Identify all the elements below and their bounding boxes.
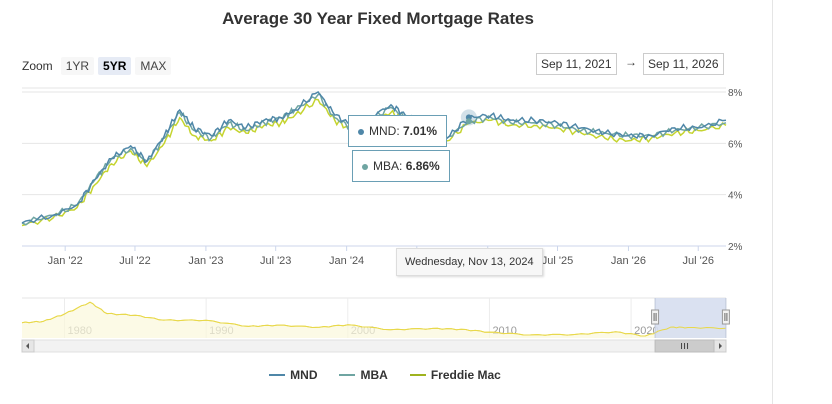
x-axis: Jan '22 Jul '22 Jan '23 Jul '23 Jan '24 Jul '… (48, 246, 714, 267)
navigator-handle-left[interactable] (651, 309, 660, 325)
range-arrow: → (625, 55, 637, 69)
legend-label: Freddie Mac (430, 368, 501, 382)
y-tick-label: 2% (728, 242, 743, 253)
legend-label: MBA (360, 368, 388, 382)
mnd-dot-icon (358, 128, 364, 135)
navigator[interactable]: 19801990200020102020 (21, 297, 730, 353)
y-tick-label: 4% (728, 191, 743, 202)
x-tick-label: Jan '23 (188, 255, 223, 267)
legend-label: MND (290, 368, 318, 382)
range-to-input[interactable]: Sep 11, 2026 (643, 53, 724, 75)
tooltip-mba-name: MBA (373, 159, 400, 173)
x-tick-label: Jul '23 (260, 255, 291, 267)
zoom-5yr-button[interactable]: 5YR (98, 57, 132, 75)
tooltip-mnd-value: 7.01% (403, 124, 438, 138)
legend: MND MBA Freddie Mac (0, 368, 770, 382)
x-tick-label: Jul '25 (542, 255, 573, 267)
zoom-max-button[interactable]: MAX (135, 57, 172, 75)
legend-item-mba[interactable]: MBA (339, 368, 388, 382)
chart-canvas[interactable]: 2%4%6%8% Jan '22 Jul '22 Jan '23 Jul '23 Jan… (0, 0, 770, 360)
scroll-right-icon (719, 343, 722, 349)
tooltip-mba: MBA: 6.86% (352, 150, 450, 182)
series-layer (21, 91, 727, 227)
legend-swatch (269, 374, 286, 376)
x-tick-label: Jan '24 (329, 255, 364, 267)
x-tick-label: Jul '22 (119, 255, 150, 267)
y-grid (22, 87, 726, 247)
scroll-left-icon (26, 343, 29, 349)
y-axis: 2% 4% 6% 8% (728, 88, 743, 253)
x-tick-label: Jan '26 (611, 255, 646, 267)
series-mnd (21, 91, 727, 224)
hover-layer (460, 109, 477, 126)
zoom-controls: Zoom 1YR 5YR MAX (22, 56, 175, 76)
legend-item-mnd[interactable]: MND (269, 368, 317, 382)
navigator-handle-right[interactable] (721, 309, 730, 325)
navigator-area (22, 302, 726, 338)
y-tick-label: 8% (728, 88, 743, 99)
x-tick-label: Jan '22 (48, 255, 83, 267)
tooltip-date: Wednesday, Nov 13, 2024 (396, 248, 543, 276)
x-tick-label: Jul '26 (683, 255, 714, 267)
legend-swatch (409, 374, 426, 376)
chart-title: Average 30 Year Fixed Mortgage Rates (222, 9, 534, 28)
tooltip-mnd-name: MND (369, 124, 397, 138)
scrollbar-track[interactable] (21, 339, 727, 353)
navigator-selection (655, 298, 726, 338)
zoom-1yr-button[interactable]: 1YR (60, 57, 95, 75)
range-from-input[interactable]: Sep 11, 2021 (536, 53, 617, 75)
tooltip-mnd: MND: 7.01% (348, 115, 448, 147)
mba-dot-icon (362, 163, 368, 170)
legend-swatch (339, 374, 356, 376)
tooltip-mba-value: 6.86% (405, 159, 440, 173)
legend-item-freddie-mac[interactable]: Freddie Mac (409, 368, 501, 382)
zoom-label: Zoom (22, 59, 53, 73)
navigator-series-overlay (21, 301, 727, 337)
page-divider (772, 0, 773, 404)
hover-point-mba (465, 118, 472, 125)
y-tick-label: 6% (728, 139, 743, 150)
